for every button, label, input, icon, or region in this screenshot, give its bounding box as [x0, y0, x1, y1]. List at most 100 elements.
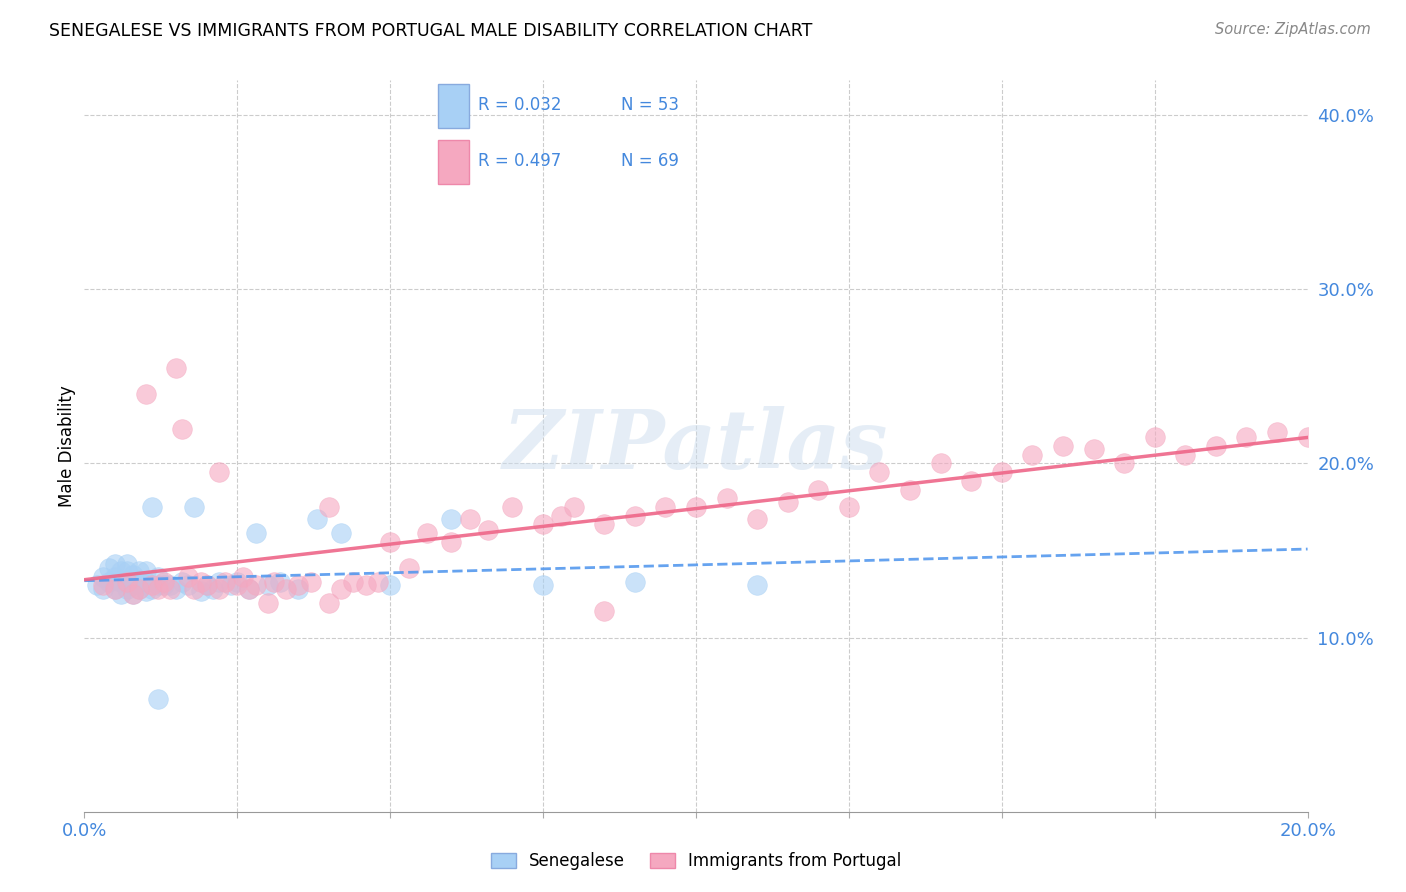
Point: [104, 582, 127, 596]
Point: [122, 578, 145, 592]
Point: [380, 578, 402, 592]
Point: [716, 491, 738, 506]
Text: N = 69: N = 69: [620, 153, 679, 170]
Point: [128, 573, 150, 587]
Point: [624, 574, 647, 589]
Point: [183, 582, 205, 596]
Point: [97, 561, 120, 575]
Point: [776, 494, 799, 508]
Point: [110, 565, 132, 579]
Point: [208, 574, 231, 589]
Point: [110, 587, 132, 601]
Point: [146, 569, 169, 583]
Point: [165, 582, 187, 596]
Point: [440, 534, 463, 549]
Point: [128, 582, 150, 596]
Point: [146, 582, 169, 596]
Point: [172, 421, 194, 435]
Point: [91, 582, 114, 596]
Point: [208, 582, 231, 596]
Point: [269, 574, 291, 589]
Point: [287, 578, 309, 592]
Text: ZIPatlas: ZIPatlas: [503, 406, 889, 486]
Point: [354, 578, 377, 592]
Point: [593, 517, 616, 532]
Point: [624, 508, 647, 523]
Point: [141, 500, 163, 514]
Point: [1205, 439, 1227, 453]
Point: [110, 574, 132, 589]
Point: [153, 578, 176, 592]
Text: R = 0.497: R = 0.497: [478, 153, 561, 170]
Point: [141, 582, 163, 596]
Point: [122, 567, 145, 582]
Point: [104, 582, 127, 596]
Point: [232, 569, 254, 583]
Y-axis label: Male Disability: Male Disability: [58, 385, 76, 507]
Point: [122, 587, 145, 601]
Point: [238, 582, 260, 596]
Point: [502, 500, 524, 514]
Point: [305, 512, 328, 526]
Point: [562, 500, 585, 514]
Point: [128, 582, 150, 596]
Point: [245, 526, 267, 541]
Point: [115, 573, 138, 587]
FancyBboxPatch shape: [439, 140, 470, 184]
Point: [115, 574, 138, 589]
Point: [276, 582, 298, 596]
Point: [1296, 430, 1319, 444]
Point: [245, 578, 267, 592]
Point: [747, 512, 769, 526]
Point: [115, 558, 138, 572]
Point: [593, 604, 616, 618]
Point: [159, 578, 181, 592]
Point: [208, 465, 231, 479]
Point: [201, 582, 224, 596]
Point: [153, 574, 176, 589]
Point: [257, 578, 280, 592]
Point: [128, 565, 150, 579]
Point: [135, 574, 157, 589]
Point: [257, 596, 280, 610]
Point: [477, 523, 499, 537]
Point: [115, 565, 138, 579]
Point: [1083, 442, 1105, 457]
Point: [172, 574, 194, 589]
Point: [238, 582, 260, 596]
Point: [190, 583, 212, 598]
Point: [104, 569, 127, 583]
Point: [458, 512, 481, 526]
Point: [115, 582, 138, 596]
Point: [226, 574, 249, 589]
Point: [380, 534, 402, 549]
Point: [807, 483, 830, 497]
Point: [177, 578, 200, 592]
Text: N = 53: N = 53: [620, 96, 679, 114]
Point: [550, 508, 572, 523]
Point: [86, 578, 108, 592]
Point: [226, 578, 249, 592]
Point: [440, 512, 463, 526]
Point: [177, 569, 200, 583]
Point: [135, 583, 157, 598]
Text: R = 0.032: R = 0.032: [478, 96, 562, 114]
Text: Source: ZipAtlas.com: Source: ZipAtlas.com: [1215, 22, 1371, 37]
Point: [685, 500, 707, 514]
Point: [104, 558, 127, 572]
Point: [299, 574, 322, 589]
Point: [869, 465, 891, 479]
Point: [342, 574, 364, 589]
Point: [122, 587, 145, 601]
Point: [838, 500, 860, 514]
Point: [190, 574, 212, 589]
Legend: Senegalese, Immigrants from Portugal: Senegalese, Immigrants from Portugal: [484, 846, 908, 877]
Point: [318, 596, 340, 610]
Point: [141, 578, 163, 592]
Point: [287, 582, 309, 596]
Point: [929, 457, 952, 471]
Point: [960, 474, 983, 488]
Point: [330, 582, 353, 596]
Point: [531, 578, 554, 592]
Point: [135, 386, 157, 401]
